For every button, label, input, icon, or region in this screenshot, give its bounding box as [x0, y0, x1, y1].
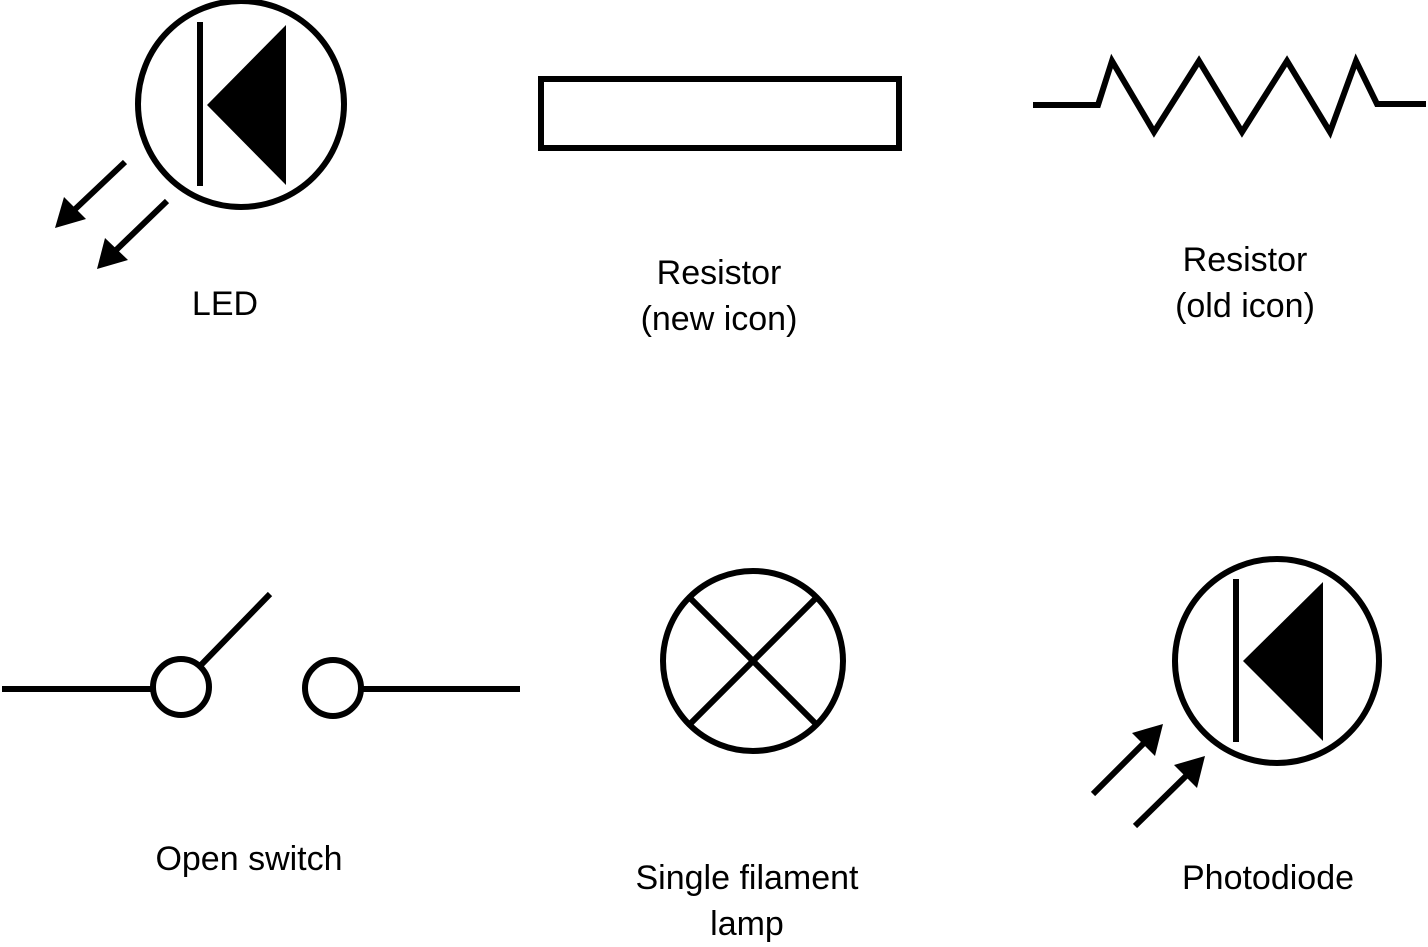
photodiode-incoming-arrow-2 — [1132, 771, 1191, 829]
photodiode-arrowhead-1 — [1132, 724, 1163, 756]
open-switch-symbol — [2, 591, 520, 719]
resistor-new-label: Resistor (new icon) — [641, 250, 798, 342]
resistor-old-label-line2: (old icon) — [1175, 287, 1315, 325]
switch-right-terminal — [302, 657, 364, 719]
photodiode-incoming-arrow-1 — [1090, 738, 1149, 797]
led-arrowhead-2 — [97, 238, 128, 269]
resistor-old-label: Resistor (old icon) — [1175, 237, 1315, 329]
switch-left-terminal — [150, 656, 212, 718]
lamp-label: Single filament lamp — [635, 855, 858, 947]
lamp-cross-2 — [686, 594, 820, 728]
resistor-new-label-line2: (new icon) — [640, 300, 798, 338]
open-switch-label-text: Open switch — [155, 840, 343, 878]
led-triangle — [207, 25, 286, 185]
led-emission-arrow-1 — [67, 159, 128, 217]
lamp-circle — [660, 568, 846, 754]
led-emission-arrow-2 — [109, 198, 170, 257]
led-arrowhead-1 — [55, 197, 86, 228]
resistor-new-label-line1: Resistor — [656, 254, 782, 292]
led-symbol — [55, 0, 347, 269]
resistor-rectangle — [538, 76, 902, 151]
photodiode-label: Photodiode — [1182, 855, 1354, 901]
photodiode-arrowhead-2 — [1174, 756, 1205, 788]
resistor-old-label-line1: Resistor — [1182, 241, 1308, 279]
resistor-old-symbol — [1033, 53, 1426, 139]
photodiode-triangle — [1243, 582, 1323, 741]
photodiode-label-text: Photodiode — [1181, 859, 1355, 897]
led-body-circle — [135, 0, 347, 210]
photodiode-body-circle — [1172, 556, 1382, 766]
lamp-symbol — [660, 568, 846, 754]
led-label: LED — [192, 281, 258, 327]
open-switch-label: Open switch — [155, 836, 342, 882]
resistor-zigzag — [1033, 53, 1426, 139]
lamp-label-line2: lamp — [710, 905, 784, 943]
switch-lever — [197, 591, 273, 669]
lamp-label-line1: Single filament — [635, 859, 859, 897]
resistor-new-symbol — [538, 76, 902, 151]
photodiode-symbol — [1090, 556, 1382, 829]
led-label-text: LED — [191, 285, 259, 323]
